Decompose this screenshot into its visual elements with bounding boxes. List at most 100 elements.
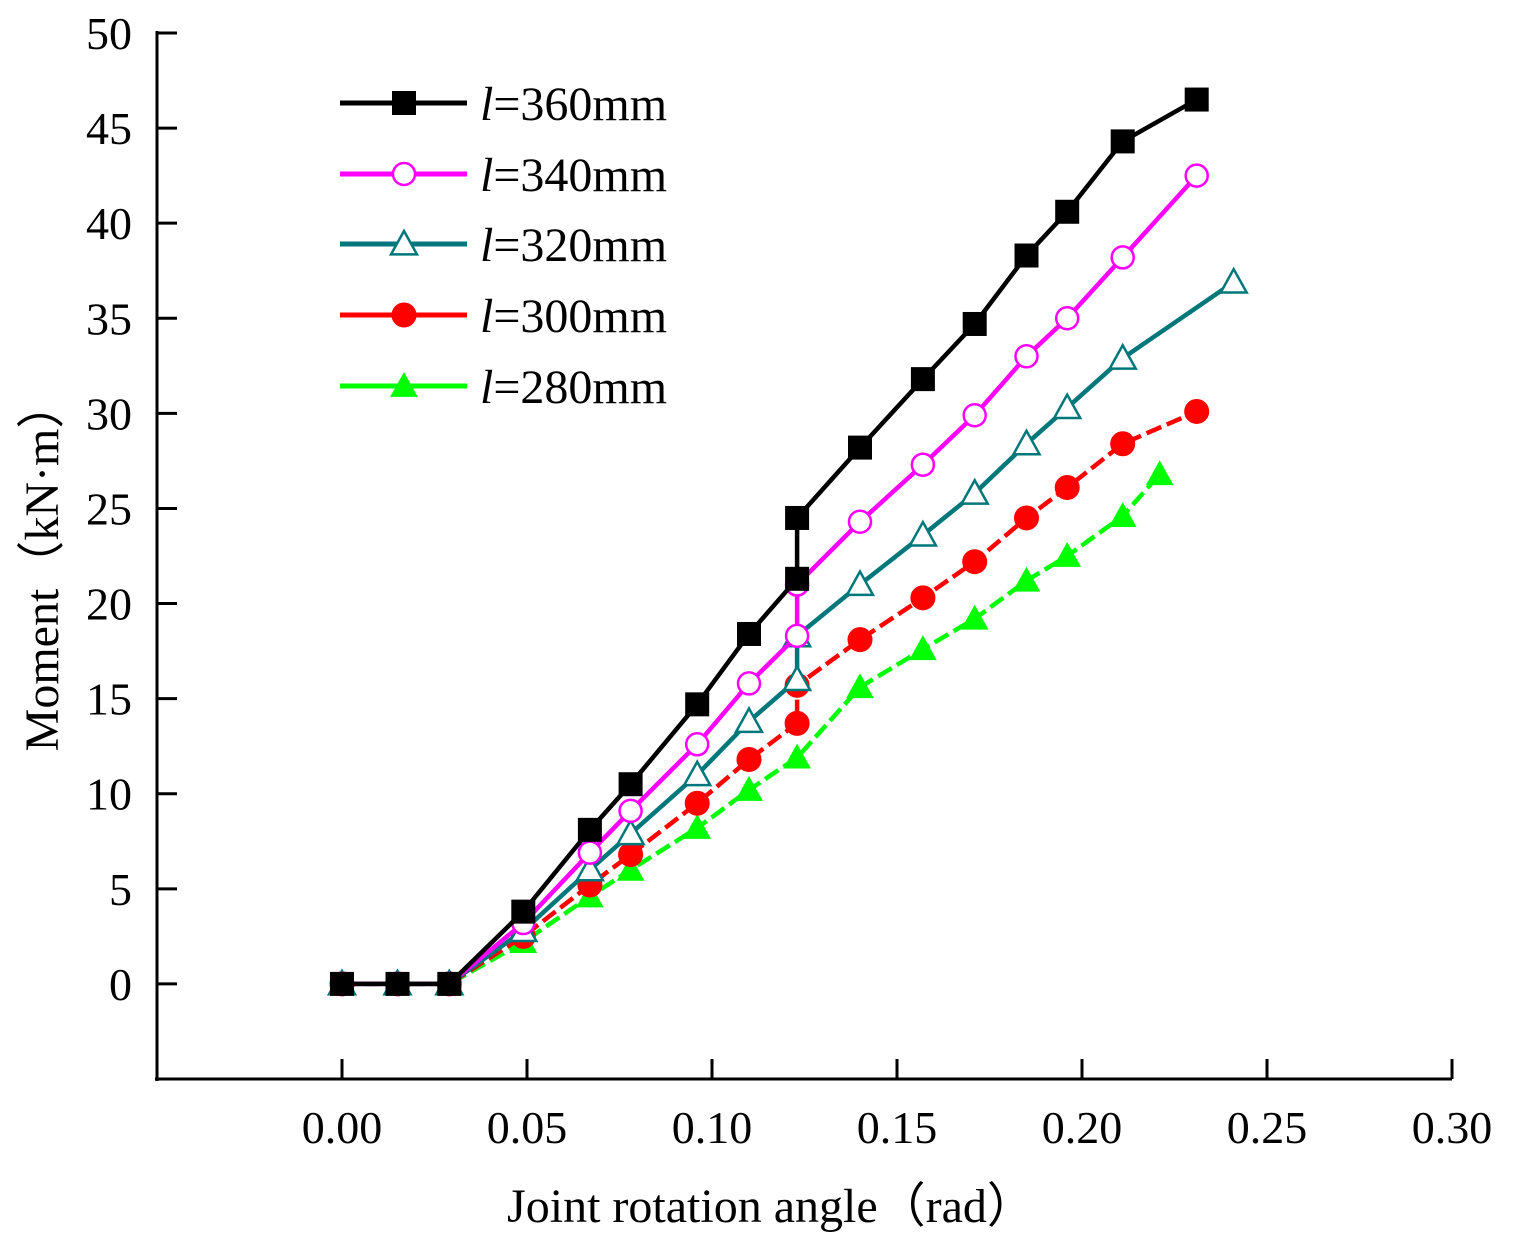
data-point xyxy=(615,818,646,846)
data-point xyxy=(907,519,939,547)
data-point xyxy=(574,854,606,882)
data-point xyxy=(962,549,988,575)
x-tick-label: 0.20 xyxy=(1042,1102,1123,1153)
series-line xyxy=(342,174,1199,987)
data-point xyxy=(1014,505,1039,531)
data-point xyxy=(783,743,811,769)
data-point xyxy=(1108,502,1137,527)
data-point xyxy=(616,855,645,881)
y-tick-label: 35 xyxy=(86,293,132,344)
data-point xyxy=(684,732,710,757)
series-360mm xyxy=(330,87,1209,996)
data-point xyxy=(733,705,765,734)
x-tick-label: 0.05 xyxy=(487,1102,568,1153)
data-point xyxy=(385,971,410,996)
series-300mm xyxy=(329,398,1210,997)
data-point xyxy=(910,367,935,392)
series-line xyxy=(342,472,1162,987)
data-point xyxy=(1184,87,1209,112)
data-point xyxy=(1145,460,1174,486)
x-tick-label: 0.10 xyxy=(672,1102,753,1153)
data-point xyxy=(847,627,873,653)
data-point xyxy=(1110,129,1135,154)
data-point xyxy=(784,710,810,736)
data-point xyxy=(511,899,536,924)
legend-label: l=300mm xyxy=(480,290,667,343)
data-point xyxy=(1014,243,1039,268)
x-axis-ticks: 0.00 0.05 0.10 0.15 0.20 0.25 0.30 xyxy=(302,1059,1492,1153)
legend-entry: l=360mm xyxy=(340,78,667,131)
data-point xyxy=(962,311,987,336)
series-340mm xyxy=(329,163,1209,997)
data-point xyxy=(844,568,876,597)
legend-marker xyxy=(392,91,416,115)
data-point xyxy=(683,813,712,839)
legend-label: l=360mm xyxy=(480,78,667,131)
y-axis-title: Moment（kN·m） xyxy=(16,381,69,752)
data-point xyxy=(962,403,987,428)
data-point xyxy=(848,435,872,460)
data-point xyxy=(781,664,813,692)
data-point xyxy=(1054,306,1080,331)
data-point xyxy=(1012,566,1041,592)
y-tick-label: 30 xyxy=(86,388,132,439)
legend-variable: l xyxy=(480,219,493,272)
data-point xyxy=(437,971,462,996)
legend-entry: l=340mm xyxy=(340,149,667,202)
data-point xyxy=(1014,344,1039,369)
x-tick-label: 0.25 xyxy=(1227,1102,1308,1153)
data-point xyxy=(685,692,710,717)
data-point xyxy=(846,673,874,699)
data-point xyxy=(1053,541,1082,567)
legend-value: =280mm xyxy=(493,361,667,414)
legend-label: l=320mm xyxy=(480,219,667,272)
legend-value: =320mm xyxy=(493,219,667,272)
data-point xyxy=(736,746,762,772)
data-point xyxy=(618,798,643,824)
data-point xyxy=(1052,392,1083,420)
data-point xyxy=(784,623,810,649)
legend-label: l=280mm xyxy=(480,361,667,414)
data-point xyxy=(736,671,762,696)
data-point xyxy=(682,759,713,787)
data-point xyxy=(785,505,810,530)
data-point xyxy=(959,477,990,505)
data-point xyxy=(735,775,763,801)
data-point xyxy=(1054,475,1080,501)
data-point xyxy=(960,604,989,630)
y-tick-label: 0 xyxy=(109,959,132,1010)
series-line xyxy=(342,97,1198,987)
data-point xyxy=(1184,163,1209,188)
y-tick-label: 50 xyxy=(86,8,132,59)
y-tick-label: 20 xyxy=(86,579,132,630)
y-tick-label: 5 xyxy=(109,864,132,915)
data-point xyxy=(910,452,936,477)
y-tick-label: 45 xyxy=(86,103,132,154)
data-point xyxy=(910,585,936,611)
legend-variable: l xyxy=(480,361,493,414)
data-point xyxy=(1110,245,1135,270)
legend-variable: l xyxy=(480,149,493,202)
data-point xyxy=(785,566,810,591)
legend-entry: l=300mm xyxy=(340,290,667,343)
data-point xyxy=(847,509,873,535)
plot-area xyxy=(326,87,1249,997)
data-point xyxy=(577,840,603,865)
legend-marker xyxy=(388,228,420,256)
y-tick-label: 40 xyxy=(86,198,132,249)
data-point xyxy=(618,842,644,868)
y-axis-ticks: 0 5 10 15 20 25 30 35 40 45 50 xyxy=(86,8,177,1010)
legend-marker xyxy=(391,161,417,187)
x-tick-label: 0.15 xyxy=(857,1102,938,1153)
legend-marker xyxy=(391,302,417,328)
legend-variable: l xyxy=(480,78,493,131)
axes xyxy=(155,31,1452,1081)
data-point xyxy=(1107,342,1138,370)
data-point xyxy=(684,790,710,816)
legend-variable: l xyxy=(480,290,493,343)
data-point xyxy=(1055,199,1080,224)
legend-marker xyxy=(390,371,418,397)
x-tick-label: 0.00 xyxy=(302,1102,383,1153)
